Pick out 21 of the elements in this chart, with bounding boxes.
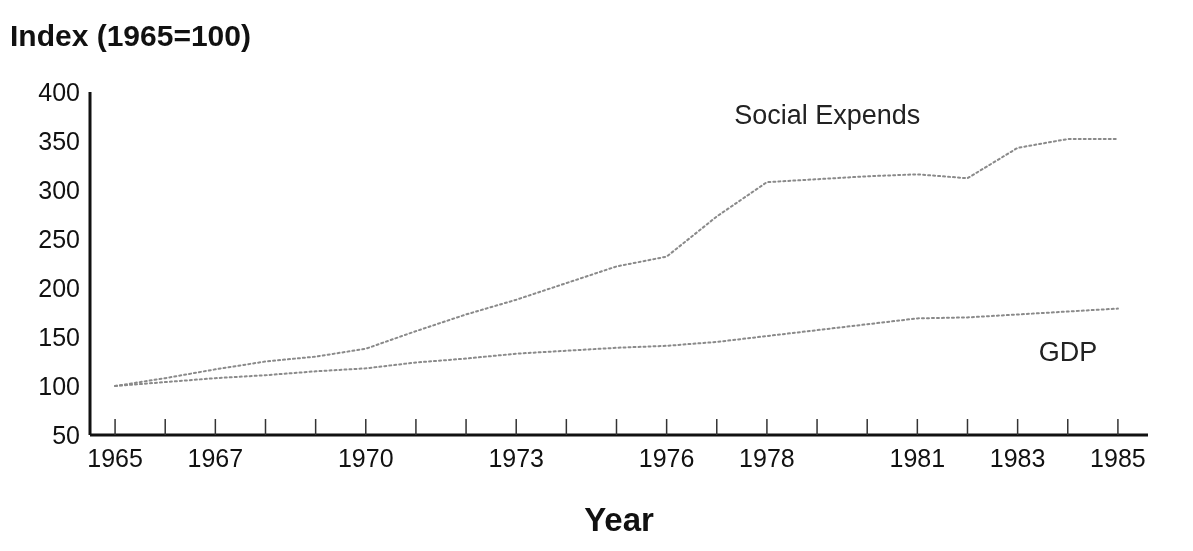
y-tick-label: 250 — [38, 224, 80, 253]
y-tick-label: 400 — [38, 77, 80, 106]
x-tick-label: 1965 — [87, 444, 143, 472]
x-tick-label: 1985 — [1090, 444, 1146, 472]
x-axis-title: Year — [584, 501, 655, 538]
x-tick-label: 1973 — [488, 444, 545, 472]
y-tick-label: 100 — [38, 371, 80, 400]
y-tick-label: 150 — [38, 322, 80, 351]
series-label: Social Expends — [734, 100, 921, 131]
x-tick-label: 1967 — [187, 444, 244, 472]
y-tick-label: 300 — [38, 175, 80, 204]
y-tick-label: 350 — [38, 126, 80, 155]
y-tick-label: 50 — [52, 420, 80, 449]
x-tick-label: 1983 — [989, 444, 1046, 472]
chart-title: Index (1965=100) — [10, 19, 251, 52]
x-tick-label: 1978 — [739, 444, 795, 472]
x-tick-label: 1970 — [337, 444, 394, 472]
series-label: GDP — [1038, 336, 1098, 367]
y-tick-label: 200 — [38, 273, 80, 302]
x-tick-label: 1981 — [889, 444, 946, 472]
x-tick-label: 1976 — [638, 444, 695, 472]
